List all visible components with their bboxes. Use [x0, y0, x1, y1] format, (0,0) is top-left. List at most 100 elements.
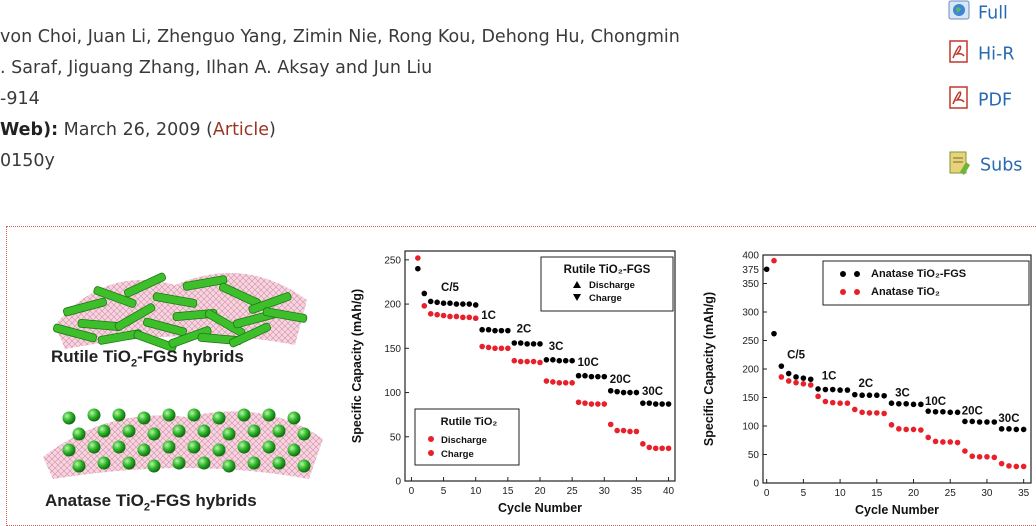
anatase-particle [87, 440, 101, 454]
hi-res-pdf-link[interactable]: Hi-R [948, 40, 1015, 69]
data-point [582, 400, 588, 406]
anatase-particle [197, 456, 211, 470]
legend-entry: Anatase TiO₂-FGS [871, 268, 966, 280]
anatase-particle [97, 456, 111, 470]
anatase-particle [147, 459, 161, 473]
data-point [517, 358, 524, 365]
y-tick-label: 375 [742, 265, 759, 276]
publication-date-row: Web): March 26, 2009 (Article) [0, 115, 680, 146]
data-point [896, 426, 902, 432]
data-point [793, 374, 799, 380]
data-point [453, 301, 460, 307]
anatase-particle [297, 427, 311, 441]
rutile-rod [62, 297, 108, 317]
data-point [627, 389, 633, 396]
legend-box [822, 260, 1030, 306]
data-point [947, 409, 954, 416]
anatase-hybrid-caption: Anatase TiO2-FGS hybrids [45, 491, 257, 513]
data-point [562, 380, 569, 386]
data-point [543, 378, 550, 384]
y-tick-label: 100 [742, 422, 759, 433]
data-point [815, 393, 821, 400]
data-point [822, 386, 829, 393]
rate-label: 20C [610, 374, 631, 386]
x-tick-label: 25 [567, 486, 579, 497]
data-point [524, 358, 530, 365]
data-point [962, 418, 968, 425]
data-point [932, 438, 939, 445]
anatase-particle [222, 427, 236, 441]
data-point [800, 381, 807, 387]
article-type-link[interactable]: Article [212, 120, 270, 140]
data-point [543, 357, 550, 363]
data-point [984, 453, 990, 460]
anatase-particle [72, 459, 86, 473]
data-point [595, 373, 601, 380]
data-point [562, 357, 569, 364]
data-point [778, 363, 785, 369]
data-point [440, 300, 447, 306]
rate-label: 10C [925, 396, 946, 408]
anatase-particle [97, 424, 111, 438]
data-point [771, 330, 777, 337]
data-point [427, 298, 434, 305]
data-point [427, 311, 434, 317]
data-point [954, 409, 961, 416]
x-tick-label: 0 [409, 486, 415, 497]
y-tick-label: 200 [742, 365, 759, 376]
data-point [627, 428, 633, 435]
data-point [601, 401, 608, 407]
x-tick-label: 10 [835, 488, 847, 499]
x-tick-label: 20 [534, 486, 546, 497]
rutile-rod [248, 292, 292, 314]
x-tick-label: 10 [470, 486, 482, 497]
data-point [646, 444, 653, 451]
data-point [910, 426, 917, 433]
anatase-particle [137, 443, 151, 457]
article-paren-open: ( [206, 120, 213, 140]
data-point [991, 454, 998, 461]
data-point [932, 408, 939, 415]
x-tick-label: 20 [908, 488, 920, 499]
anatase-particle [247, 424, 261, 438]
data-point [575, 399, 582, 406]
pdf-link[interactable]: PDF [948, 86, 1012, 115]
data-point [659, 445, 665, 452]
data-point [633, 428, 640, 435]
anatase-particle [222, 459, 236, 473]
anatase-particle [247, 456, 261, 470]
data-point [556, 357, 563, 364]
data-point [485, 326, 492, 333]
y-tick-label: 0 [753, 479, 759, 490]
full-text-link[interactable]: Full [948, 0, 1008, 27]
data-point [614, 427, 620, 434]
y-tick-label: 200 [384, 300, 401, 311]
data-point [896, 400, 902, 407]
data-point [866, 392, 873, 399]
subscribe-link[interactable]: Subs [948, 150, 1022, 181]
data-point [550, 379, 556, 385]
anatase-particle [237, 408, 251, 422]
rutile-rod [114, 303, 156, 331]
legend-title: Rutile TiO₂-FGS [564, 264, 651, 276]
legend-box [540, 256, 674, 312]
anatase-particle [187, 408, 201, 422]
legend-marker [854, 289, 860, 295]
anatase-particle [172, 424, 186, 438]
data-point [524, 341, 530, 347]
y-tick-label: 150 [742, 393, 759, 404]
anatase-particle [72, 427, 86, 441]
anatase-particle [112, 440, 126, 454]
anatase-particle [212, 443, 226, 457]
data-point [537, 359, 543, 366]
subscribe-label: Subs [980, 155, 1023, 176]
data-point [888, 400, 895, 406]
data-point [837, 400, 843, 406]
rutile-rod [182, 275, 228, 291]
data-point [453, 313, 460, 320]
anatase-particle [62, 443, 76, 457]
data-point [665, 445, 672, 452]
y-tick-label: 100 [384, 388, 401, 399]
data-point [815, 386, 821, 392]
data-point [505, 345, 511, 352]
